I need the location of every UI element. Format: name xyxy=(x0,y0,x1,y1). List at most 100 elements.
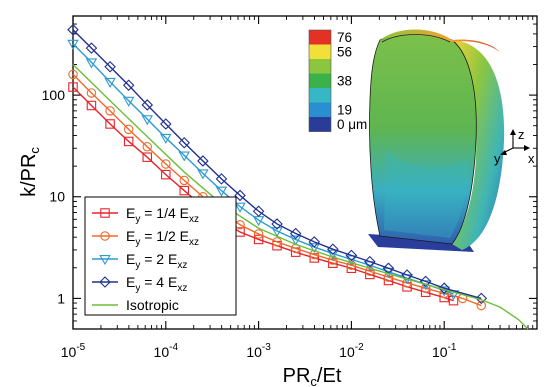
series-line xyxy=(72,86,454,302)
colorbar-label: 56 xyxy=(337,45,352,60)
data-point xyxy=(308,243,321,254)
data-point xyxy=(104,77,116,88)
series-3 xyxy=(67,23,488,305)
data-point xyxy=(160,133,172,144)
data-point xyxy=(476,300,487,311)
legend-label: Ey = 1/4 Exz xyxy=(126,205,199,225)
data-point xyxy=(419,275,432,288)
triad-z-arrow xyxy=(510,129,516,135)
data-point xyxy=(85,58,98,69)
inset-shell-rim-line xyxy=(381,34,451,43)
data-point xyxy=(345,249,358,262)
x-tick-label: 10-1 xyxy=(432,342,457,360)
data-point xyxy=(141,115,153,126)
data-point xyxy=(178,136,191,149)
legend-label: Isotropic xyxy=(126,297,179,313)
series-line xyxy=(72,63,529,330)
data-point xyxy=(272,237,282,247)
triad-y-label: y xyxy=(494,151,501,166)
data-point xyxy=(309,253,320,263)
data-point xyxy=(401,269,413,281)
legend-item: Isotropic xyxy=(92,297,179,313)
data-point xyxy=(179,175,189,186)
data-point xyxy=(122,96,135,107)
x-axis-label: PRc/Et xyxy=(283,365,342,387)
data-point xyxy=(104,60,116,73)
x-axis-label-sub: c xyxy=(310,374,317,387)
x-tick-label: 10-4 xyxy=(154,342,179,360)
tick-group xyxy=(72,15,537,330)
inset-shell-top xyxy=(380,29,500,52)
data-point xyxy=(327,243,339,255)
data-point xyxy=(252,205,265,218)
y-tick-label: 100 xyxy=(42,87,66,103)
data-point xyxy=(271,218,283,230)
x-tick-label: 10-3 xyxy=(246,342,271,360)
triad-y-arrow xyxy=(500,150,507,155)
y-tick-label: 10 xyxy=(49,189,65,205)
data-point xyxy=(105,119,115,129)
legend-item: Ey = 2 Exz xyxy=(92,251,187,271)
plot-frame xyxy=(72,15,538,330)
data-point xyxy=(67,23,79,36)
tick-label-group: 10-5 10-4 10-3 10-2 10-1 1 10 100 xyxy=(42,87,457,360)
data-point xyxy=(123,124,134,135)
colorbar-label: 76 xyxy=(337,30,352,45)
data-point xyxy=(179,185,189,196)
data-point xyxy=(86,88,97,98)
colorbar-label: 0 μm xyxy=(337,117,367,132)
inset-shell-shading xyxy=(384,150,469,238)
data-point xyxy=(197,169,209,180)
axes-triad xyxy=(500,129,530,155)
data-point xyxy=(100,231,110,241)
data-point xyxy=(86,100,97,111)
colorbar-cell xyxy=(309,44,331,60)
data-point xyxy=(178,151,190,162)
data-point xyxy=(67,39,79,50)
data-point xyxy=(271,227,283,238)
colorbar-cell xyxy=(309,88,331,103)
x-axis-label-tail: /Et xyxy=(317,365,342,387)
colorbar-cell xyxy=(309,73,331,89)
data-point xyxy=(161,169,171,180)
series-line xyxy=(72,29,482,300)
data-point xyxy=(289,227,302,240)
legend-item: Ey = 4 Exz xyxy=(92,274,187,294)
colorbar-label: 38 xyxy=(337,74,352,89)
data-point xyxy=(364,255,376,268)
y-axis-label: k/PRc xyxy=(18,147,42,197)
data-point xyxy=(215,173,228,185)
data-point xyxy=(99,255,111,266)
x-axis-label-main: PR xyxy=(283,365,311,387)
data-point xyxy=(438,282,450,294)
data-point xyxy=(123,136,134,147)
data-point xyxy=(99,276,111,288)
series-layer xyxy=(67,23,529,330)
series-4 xyxy=(72,63,529,330)
data-point xyxy=(215,186,228,197)
data-point xyxy=(253,234,264,245)
data-point xyxy=(234,202,246,213)
triad-x-arrow xyxy=(524,145,530,151)
legend-label: Ey = 2 Exz xyxy=(126,251,187,271)
colorbar-label: 19 xyxy=(337,103,352,118)
triad-x-label: x xyxy=(528,151,535,166)
colorbar-cell xyxy=(309,59,331,74)
legend-item: Ey = 1/2 Exz xyxy=(92,228,199,248)
triad-z-label: z xyxy=(518,127,525,142)
series-line xyxy=(72,43,454,295)
legend-label: Ey = 4 Exz xyxy=(126,274,187,294)
data-point xyxy=(328,255,338,265)
data-point xyxy=(142,152,152,162)
colorbar-cell xyxy=(309,117,331,132)
data-point xyxy=(308,236,321,248)
inset-image xyxy=(368,29,505,252)
data-point xyxy=(160,118,172,130)
legend: Ey = 1/4 Exz Ey = 1/2 Exz Ey = 2 Exz Ey = 4… xyxy=(84,196,237,316)
data-point xyxy=(448,295,459,306)
inset-shell-side xyxy=(452,40,505,250)
data-point xyxy=(68,69,78,80)
data-point xyxy=(85,42,98,54)
